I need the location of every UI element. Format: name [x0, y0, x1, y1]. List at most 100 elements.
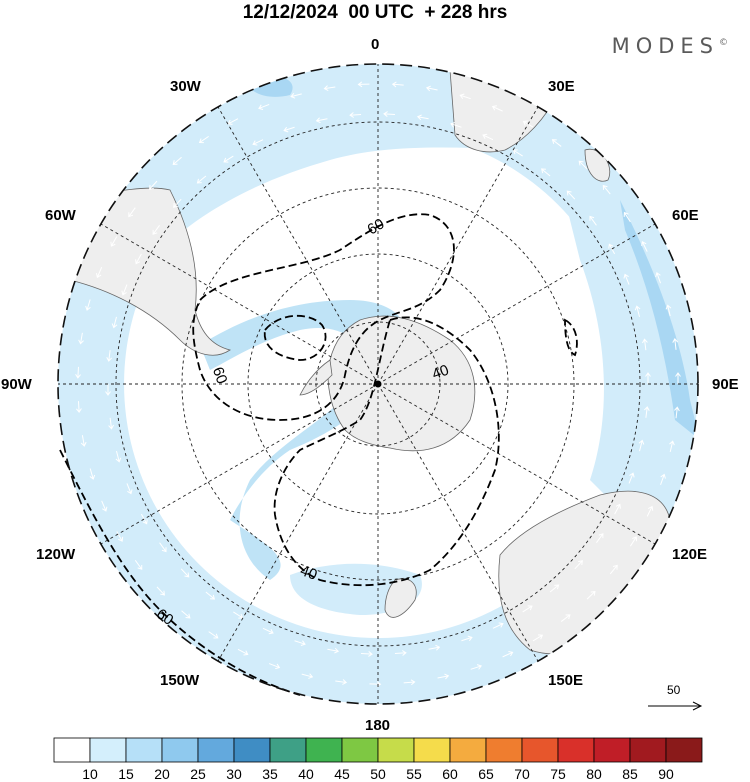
wind-arrow	[566, 190, 576, 200]
wind-arrow	[532, 634, 544, 642]
colorbar-label: 65	[478, 766, 494, 782]
wind-arrow	[75, 366, 81, 379]
wind-arrow	[327, 647, 340, 654]
wind-arrow	[623, 211, 631, 223]
contour-labels: 60 60 40 40 60	[153, 215, 451, 629]
colorbar-swatch	[521, 737, 559, 763]
wind-arrow	[628, 472, 635, 484]
contour-40-east	[564, 318, 578, 357]
wind-arrow	[134, 560, 143, 570]
wind-arrow	[78, 332, 84, 345]
wind-arrow	[596, 533, 604, 543]
wind-arrow	[156, 586, 165, 596]
colorbar-swatch	[593, 737, 631, 763]
colorbar-label: 75	[550, 766, 566, 782]
wind-arrow	[105, 384, 111, 396]
wind-arrow	[502, 651, 514, 658]
wind-arrow	[672, 338, 679, 350]
colorbar-swatch	[125, 737, 163, 763]
wind-arrow	[492, 622, 504, 629]
lon-label-30w: 30W	[170, 78, 201, 95]
lon-label-180: 180	[365, 717, 391, 734]
wind-arrow	[416, 114, 429, 121]
brand-logo: MODES©	[611, 34, 728, 58]
wind-arrow	[135, 253, 142, 265]
wind-arrow	[578, 160, 588, 170]
colorbar-label: 40	[298, 766, 314, 782]
colorbar-label: 55	[406, 766, 422, 782]
wind-arrow	[643, 406, 650, 418]
colorbar-swatch	[377, 737, 415, 763]
colorbar-label: 10	[82, 766, 98, 782]
wind-arrow	[540, 168, 551, 177]
wind-arrow	[208, 631, 219, 639]
colorbar-label: 25	[190, 766, 206, 782]
colorbar-swatch	[233, 737, 271, 763]
colorbar-swatch	[305, 737, 343, 763]
wind-arrow	[173, 198, 182, 208]
colorbar-label: 85	[622, 766, 638, 782]
wind-arrow	[357, 81, 370, 88]
contour-label: 60	[153, 605, 176, 628]
wind-arrow	[258, 103, 270, 110]
wind-arrow	[101, 500, 108, 512]
meridian-line	[377, 106, 539, 385]
wind-arrow	[549, 584, 560, 593]
wind-arrow	[198, 135, 209, 144]
meridian-line	[377, 383, 539, 662]
wind-arrow	[602, 184, 611, 195]
wind-arrow	[172, 156, 182, 166]
wind-arrow	[428, 644, 441, 651]
map-border	[57, 63, 699, 705]
wind-arrow	[629, 536, 638, 547]
wind-arrow	[106, 350, 113, 362]
contour-40	[273, 316, 500, 587]
lon-label-30e: 30E	[548, 78, 575, 95]
contour-60-small	[263, 314, 327, 361]
colorbar-swatch	[341, 737, 379, 763]
lon-label-150e: 150E	[548, 672, 584, 689]
wind-arrow	[290, 93, 302, 99]
colorbar-label: 30	[226, 766, 242, 782]
colorbar-swatch	[557, 737, 595, 763]
wind-arrow	[126, 483, 133, 495]
colorbar-swatch	[89, 737, 127, 763]
wind-arrow	[674, 406, 680, 419]
lon-label-60e: 60E	[672, 207, 699, 224]
wind-arrow	[609, 564, 618, 575]
lon-label-90w: 90W	[1, 376, 32, 393]
wind-arrow	[121, 284, 128, 296]
lon-label-60w: 60W	[45, 207, 76, 224]
contour-label: 40	[298, 562, 319, 584]
antarctic-peninsula	[299, 359, 333, 396]
wind-arrow	[335, 679, 348, 685]
colorbar-swatch	[485, 737, 523, 763]
wind-arrow	[425, 85, 438, 92]
wind-arrow	[461, 635, 473, 642]
wind-arrow	[85, 299, 91, 311]
wind-arrow	[116, 531, 124, 542]
wind-arrow	[403, 679, 416, 686]
wind-arrow	[148, 180, 158, 190]
wind-arrow	[80, 435, 87, 447]
wind-scale-arrow	[648, 701, 703, 711]
contour-label: 60	[209, 365, 231, 386]
wind-arrow	[623, 273, 630, 285]
colorbar-label: 80	[586, 766, 602, 782]
meridian-line	[217, 383, 379, 662]
wind-arrow	[111, 316, 118, 329]
graticule	[58, 64, 698, 704]
colorbar-label: 15	[118, 766, 134, 782]
wind-arrow	[223, 155, 234, 163]
geopotential-contours	[59, 213, 578, 696]
wind-arrow	[450, 122, 462, 128]
wind-arrow	[152, 225, 160, 235]
wind-arrow	[574, 560, 583, 570]
wind-arrow	[459, 93, 471, 100]
wind-arrow	[383, 111, 395, 117]
colorbar-swatch	[629, 737, 667, 763]
wind-arrow	[180, 568, 190, 578]
wind-arrow	[349, 112, 362, 118]
